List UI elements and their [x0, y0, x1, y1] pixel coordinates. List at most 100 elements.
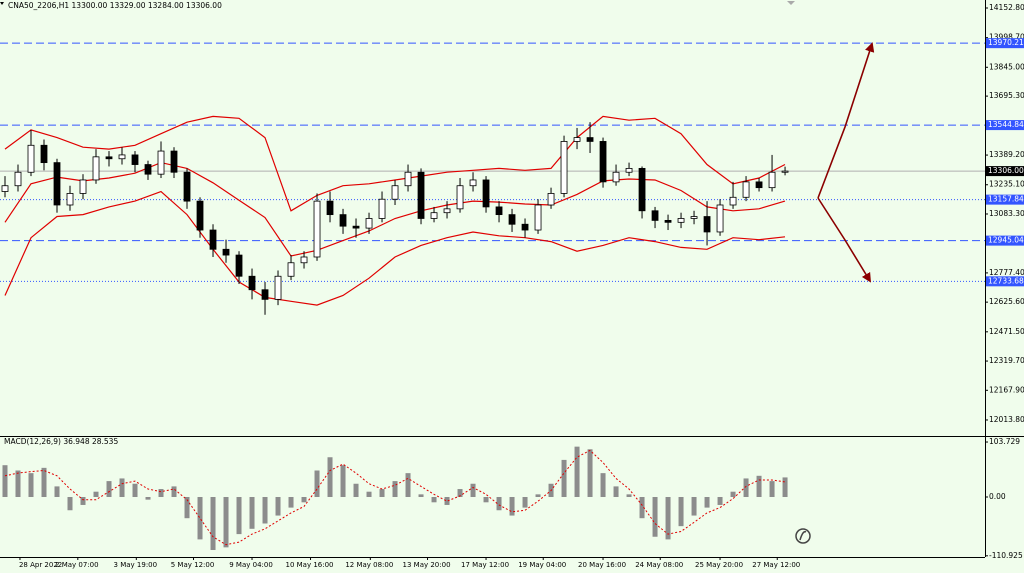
y-tick-label: 12777.40	[989, 268, 1024, 277]
macd-bar	[522, 497, 528, 508]
candle-body	[287, 262, 295, 277]
candle-body	[183, 171, 191, 202]
candle-body	[768, 171, 776, 189]
candle-body	[755, 181, 763, 189]
macd-bar	[41, 467, 47, 497]
macd-bar	[54, 486, 60, 497]
candle-body	[118, 154, 126, 160]
macd-bar	[600, 473, 606, 497]
macd-bar	[405, 473, 411, 497]
candle-body	[508, 214, 516, 225]
macd-bar	[639, 497, 645, 519]
macd-bar	[509, 497, 515, 516]
macd-bar	[366, 491, 372, 497]
y-tick-label: 13998.70	[989, 33, 1024, 42]
macd-bar	[288, 497, 294, 508]
plot-area	[0, 42, 985, 551]
y-tick-label: 12625.60	[989, 297, 1024, 306]
candle-body	[547, 193, 555, 206]
macd-bar	[158, 489, 164, 497]
candle-body	[560, 141, 568, 194]
macd-bar	[132, 483, 138, 497]
watermark-icon	[795, 528, 811, 544]
macd-bar	[145, 497, 151, 500]
macd-bar	[249, 497, 255, 529]
level-label: 12945.04	[988, 236, 1024, 245]
macd-bar	[223, 497, 229, 548]
candle-body	[313, 200, 321, 258]
macd-bar	[782, 477, 788, 497]
level-label: 13970.21	[988, 38, 1024, 47]
macd-bar	[587, 449, 593, 497]
macd-bar	[301, 497, 307, 503]
macd-bar	[444, 497, 450, 505]
macd-bar	[561, 459, 567, 497]
forecast-arrow-up	[817, 42, 875, 199]
candle-body	[469, 179, 477, 187]
candle-body	[742, 181, 750, 198]
level-label: 12733.68	[988, 276, 1024, 285]
macd-bar	[457, 489, 463, 497]
band-lower	[4, 190, 786, 306]
candle-body	[625, 167, 633, 173]
candle-body	[339, 214, 347, 227]
candle-body	[534, 204, 542, 231]
candle-body	[690, 216, 698, 219]
candle-body	[27, 144, 35, 173]
x-tick-label: 12 May 08:00	[345, 561, 393, 569]
candle-body	[14, 171, 22, 187]
macd-bar	[470, 483, 476, 497]
candle-body	[92, 156, 100, 181]
candle-body	[326, 200, 334, 216]
candle-body	[612, 171, 620, 183]
candle-body	[677, 218, 685, 223]
level-label-box	[986, 235, 1024, 246]
macd-bar	[2, 465, 8, 497]
candle-body	[573, 137, 581, 142]
macd-bar	[743, 478, 749, 497]
y-tick-label: 13389.20	[989, 150, 1024, 159]
macd-bar	[574, 446, 580, 497]
candle-body	[196, 200, 204, 231]
macd-bar	[496, 497, 502, 511]
macd-y-tick-label: 0.00	[989, 492, 1006, 501]
macd-bar	[769, 481, 775, 497]
y-tick-label: 13695.30	[989, 91, 1024, 100]
candle-body	[729, 196, 737, 206]
x-tick-label: 27 May 12:00	[752, 561, 800, 569]
macd-bar	[314, 470, 320, 497]
forecast-arrow-down	[817, 197, 871, 283]
y-tick-label: 12471.50	[989, 327, 1024, 336]
y-tick-label: 12319.70	[989, 356, 1024, 365]
x-tick-label: 13 May 20:00	[403, 561, 451, 569]
macd-signal	[4, 449, 786, 546]
level-label-box	[986, 276, 1024, 287]
macd-bar	[691, 497, 697, 516]
candle-body	[521, 223, 529, 231]
macd-bar	[353, 483, 359, 497]
candle-body	[482, 179, 490, 208]
x-tick-label: 9 May 04:00	[229, 561, 273, 569]
macd-bar	[392, 481, 398, 497]
x-tick-label: 25 May 20:00	[695, 561, 743, 569]
x-tick-label: 17 May 12:00	[461, 561, 509, 569]
macd-bar	[418, 494, 424, 497]
x-tick-label: 20 May 16:00	[578, 561, 626, 569]
macd-bar	[665, 497, 671, 540]
candle-body	[1, 185, 9, 192]
macd-bar	[535, 494, 541, 497]
y-tick-label: 13235.10	[989, 180, 1024, 189]
chart-title: CNA50_2206,H1 13300.00 13329.00 13284.00…	[8, 1, 222, 10]
y-tick-label: 13083.30	[989, 209, 1024, 218]
candle-body	[53, 162, 61, 206]
macd-bar	[340, 465, 346, 497]
menu-icon[interactable]	[0, 2, 4, 5]
macd-y-tick-label: 103.729	[989, 437, 1020, 446]
macd-bar	[106, 481, 112, 497]
macd-bar	[431, 497, 437, 503]
macd-bar	[28, 473, 34, 497]
candle-body	[170, 150, 178, 173]
level-label-box	[986, 166, 1024, 177]
